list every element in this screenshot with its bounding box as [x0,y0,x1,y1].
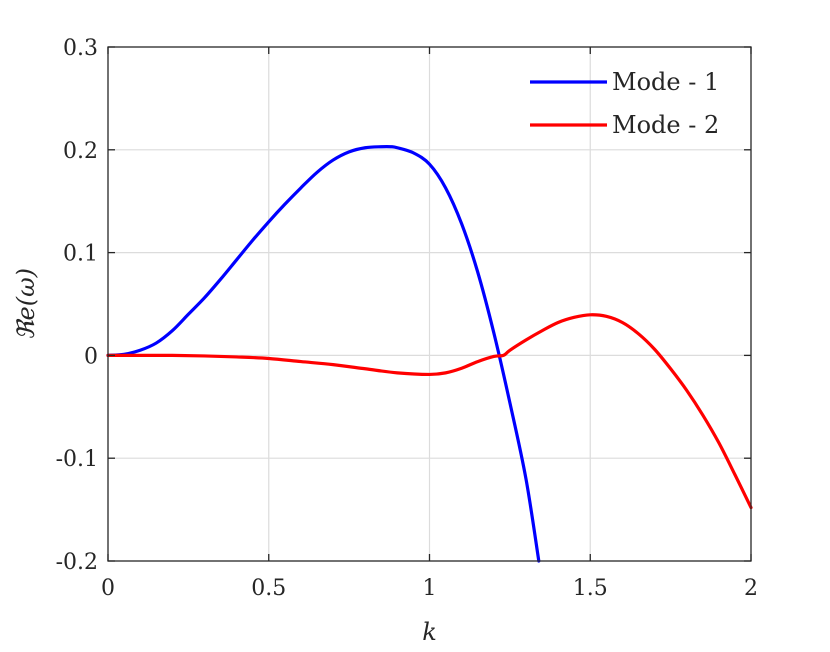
legend-label-mode-2: Mode - 2 [612,111,719,139]
series-line-mode-1 [106,144,541,563]
legend: Mode - 1 Mode - 2 [530,68,719,139]
x-tick-label: 1.5 [573,576,608,601]
series-line-mode-2 [106,313,753,510]
x-tick-label: 0.5 [251,576,286,601]
series-layer [106,144,753,563]
y-tick-label: 0.2 [63,139,98,164]
y-axis-label: ℜe(ω) [12,268,40,340]
x-tick-label: 1 [423,576,437,601]
y-tick-label: -0.2 [56,550,98,575]
y-tick-label: 0.1 [63,242,98,267]
y-tick-label: -0.1 [56,447,98,472]
y-tick-label: 0.3 [63,36,98,61]
axis-ticks: 0 0.5 1 1.5 2 -0.2 -0.1 0 0.1 0.2 0.3 [56,36,758,601]
x-tick-label: 0 [101,576,115,601]
y-tick-label: 0 [84,344,98,369]
x-axis-label: k [422,618,437,646]
legend-label-mode-1: Mode - 1 [612,68,719,96]
x-tick-label: 2 [744,576,758,601]
